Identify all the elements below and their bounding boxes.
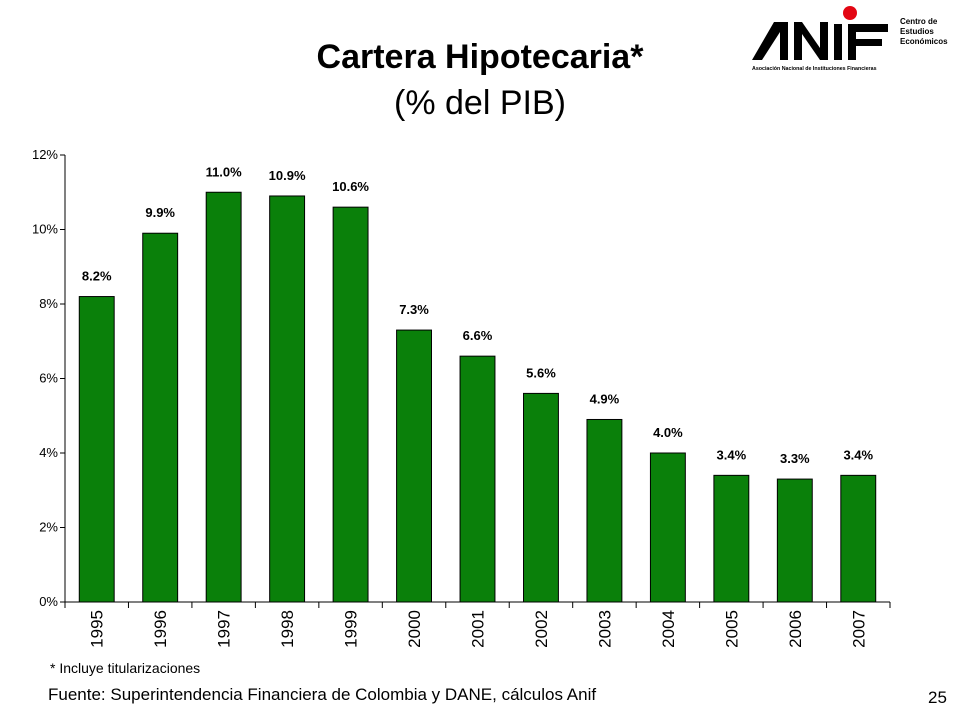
source-note: Fuente: Superintendencia Financiera de C… bbox=[48, 685, 597, 704]
data-label: 10.9% bbox=[269, 168, 306, 183]
x-tick-label: 1995 bbox=[88, 610, 107, 648]
y-tick-label: 6% bbox=[39, 371, 58, 386]
data-label: 4.9% bbox=[590, 391, 620, 406]
x-tick-label: 2002 bbox=[532, 610, 551, 648]
chart-title: Cartera Hipotecaria* bbox=[316, 38, 644, 76]
data-label: 10.6% bbox=[332, 179, 369, 194]
bar bbox=[586, 418, 623, 603]
x-tick-label: 2005 bbox=[722, 610, 741, 648]
x-tick-label: 1996 bbox=[151, 610, 170, 648]
logo-unit-line1: Centro de bbox=[900, 17, 938, 26]
bar bbox=[649, 452, 686, 603]
bar bbox=[269, 195, 306, 603]
chart-subtitle: (% del PIB) bbox=[394, 84, 566, 122]
data-label: 5.6% bbox=[526, 365, 556, 380]
x-tick-label: 1999 bbox=[342, 610, 361, 648]
data-label: 7.3% bbox=[399, 302, 429, 317]
data-label: 3.4% bbox=[843, 447, 873, 462]
y-tick-label: 10% bbox=[32, 222, 58, 237]
x-tick-label: 2006 bbox=[786, 610, 805, 648]
y-tick-label: 8% bbox=[39, 296, 58, 311]
footnote: * Incluye titularizaciones bbox=[50, 660, 201, 676]
data-label: 3.3% bbox=[780, 451, 810, 466]
bar bbox=[142, 232, 179, 603]
bar bbox=[396, 329, 432, 603]
logo-red-dot bbox=[843, 6, 857, 20]
bar bbox=[78, 296, 115, 603]
x-tick-label: 1998 bbox=[278, 610, 297, 648]
anif-logo: Asociación Nacional de Instituciones Fin… bbox=[752, 6, 948, 72]
bar bbox=[205, 191, 242, 603]
x-tick-label: 2007 bbox=[849, 610, 868, 648]
y-tick-label: 4% bbox=[39, 445, 58, 460]
x-tick-label: 2000 bbox=[405, 610, 424, 648]
data-label: 11.0% bbox=[206, 164, 243, 179]
y-tick-label: 2% bbox=[39, 520, 58, 535]
bar bbox=[840, 474, 877, 603]
x-tick-label: 1997 bbox=[215, 610, 234, 648]
bar bbox=[459, 355, 496, 603]
x-tick-label: 2001 bbox=[469, 610, 488, 648]
bar bbox=[713, 474, 750, 603]
logo-tagline: Asociación Nacional de Instituciones Fin… bbox=[752, 66, 877, 72]
data-label: 8.2% bbox=[82, 269, 112, 284]
x-tick-label: 2004 bbox=[659, 610, 678, 648]
logo-unit-line2: Estudios bbox=[900, 27, 934, 36]
y-tick-label: 12% bbox=[32, 147, 58, 162]
bar bbox=[523, 392, 559, 603]
x-tick-label: 2003 bbox=[595, 610, 614, 648]
y-tick-label: 0% bbox=[39, 594, 58, 609]
data-label: 9.9% bbox=[145, 205, 175, 220]
data-label: 4.0% bbox=[653, 425, 683, 440]
page-number: 25 bbox=[928, 688, 947, 707]
data-label: 3.4% bbox=[717, 447, 747, 462]
data-label: 6.6% bbox=[463, 328, 493, 343]
bar bbox=[332, 206, 369, 603]
bar bbox=[776, 478, 813, 603]
logo-unit-line3: Económicos bbox=[900, 37, 948, 46]
